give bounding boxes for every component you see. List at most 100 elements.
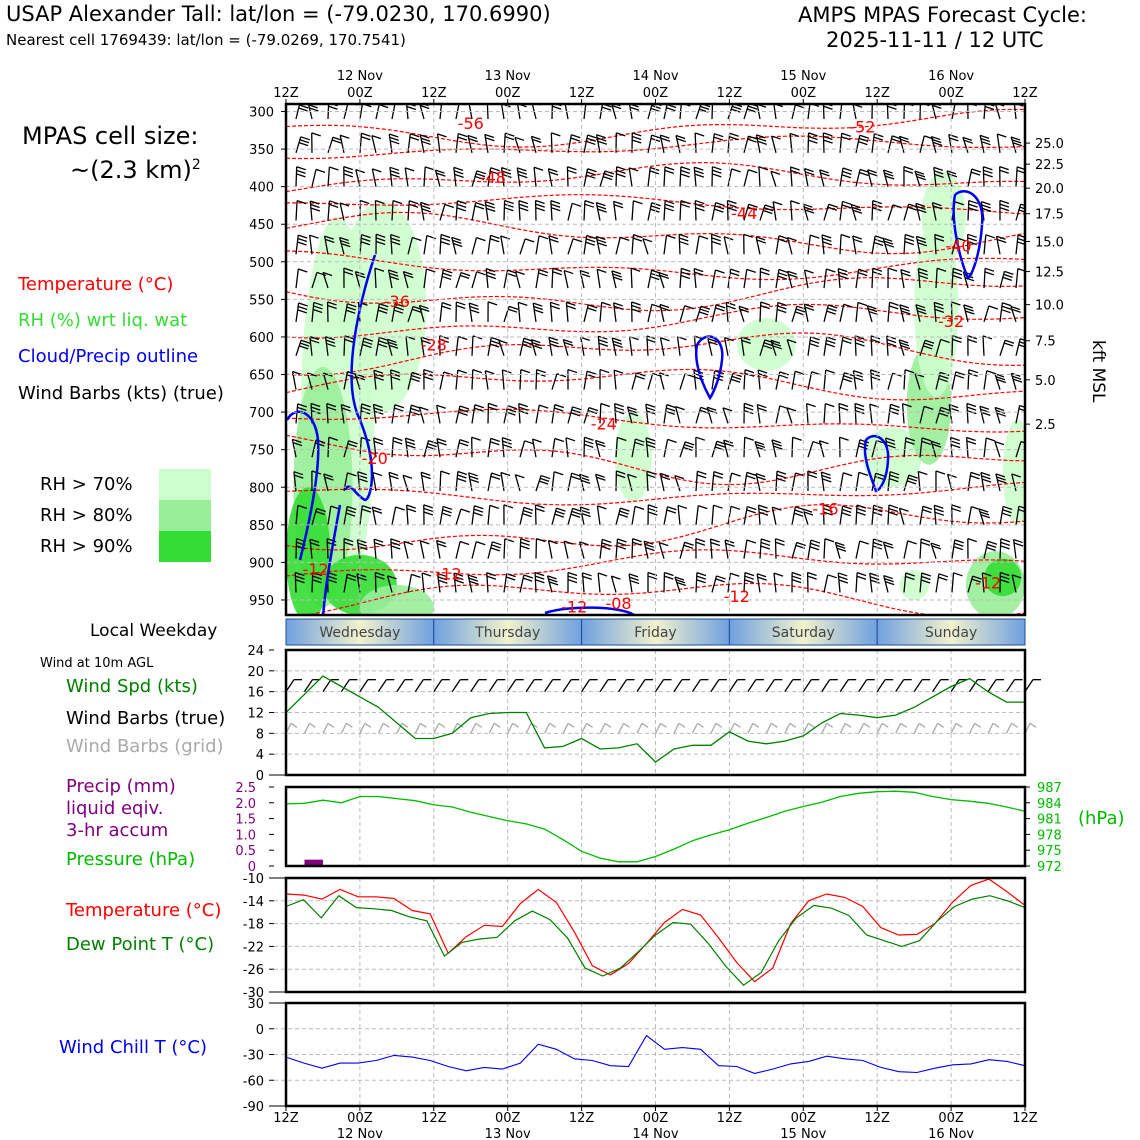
temperature-contour-label: -36 [384,292,410,311]
wind-barb-flag [580,336,590,342]
wind-barb-flag [490,441,500,446]
wind-barb-flag [995,376,1006,381]
wind-barb-flag [600,402,611,408]
wind-10m-label: Wind at 10m AGL [40,656,154,671]
wind-barb-flag [778,374,789,379]
wind-barb-flag [986,99,995,102]
kft-tick-label: 2.5 [1035,418,1056,433]
wind-barb-flag [550,301,560,306]
bottom-time-tick-label: 00Z [347,1111,373,1126]
wind-barb-flag [360,241,371,246]
wind-barb [326,301,337,322]
wind-barb-flag [520,545,530,550]
wind-barb-flag [651,303,662,308]
wind-barb-flag [971,578,982,583]
wind-barb-flag [533,305,543,311]
wind-barb-flag [934,308,945,314]
wind-barb-staff [695,235,700,255]
wind-barb [839,336,853,356]
wind-barb-flag [822,241,832,246]
wind-barb-staff [487,505,491,525]
wind-barb-flag [859,439,870,444]
wind-barb-flag [361,136,371,141]
wind-barb-flag [474,505,484,510]
wind-barb-staff [599,302,603,322]
wind-barb-flag [903,166,914,171]
wind-barb-flag [838,402,849,408]
wind-barb-flag [347,443,357,448]
wind-barb [898,339,911,356]
wind-barb [759,301,770,322]
top-time-tick-label: 12Z [717,86,743,101]
temperature-contour [301,582,1025,615]
wind-barb-flag [507,269,517,274]
wind-barb [933,301,945,322]
wind-barb-flag [947,473,957,478]
wind-barb-flag [345,512,356,517]
wind-barb-staff [855,439,861,458]
wind-barb [855,301,868,322]
wind-barb-flag [442,505,453,511]
wind-barb-staff [501,369,505,390]
wind-barb-flag [842,100,851,103]
wind-barb [614,403,625,424]
wind-barb [855,540,869,559]
wind-barb-flag [491,544,501,549]
wind-barb-staff [519,538,522,559]
wind-barb-flag [502,369,512,374]
wind-barb-flag [616,474,626,479]
wind-barb-flag [771,135,781,140]
wind-barb [663,200,675,221]
wind-barb-flag [966,406,977,411]
wind-barb [755,134,767,153]
wind-barb-flag [647,575,658,580]
wind-barb-flag [328,203,339,208]
wind-barb-flag [372,168,382,173]
wind-barb-flag [596,239,607,244]
wind-barb-flag [532,344,543,350]
wind-barb-staff [599,403,602,424]
wind-barb [983,437,996,458]
wind-barb-true [691,679,701,693]
top-time-tick-label: 00Z [643,86,669,101]
wind-barb-flag [804,171,815,176]
wind-barb-flag [361,237,371,242]
wind-barb-staff [1012,539,1017,559]
wind-barb [903,166,914,187]
wind-barb [567,238,583,255]
wind-barb [837,572,849,593]
wind-barb-flag [598,342,609,347]
wind-barb-flag [347,303,357,308]
wind-barb-staff [471,271,478,289]
wind-barb-flag [363,337,374,342]
wind-barb-flag [532,138,542,143]
wind-barb-flag [486,572,496,577]
wind-barb-flag [501,170,512,175]
wind-barb-true [451,679,461,693]
wind-barb-flag [907,206,918,211]
wind-barb [551,437,565,458]
wind-barb-staff [901,403,905,424]
wind-barb-flag [498,339,509,345]
wind-barb-flag [411,573,421,579]
wind-barb-flag [548,581,559,586]
wind-barb-staff [487,167,492,187]
wind-barb-true [599,679,609,693]
wind-barb-staff [676,336,681,356]
wind-barb-flag [997,479,1007,484]
wind-barb [647,504,658,525]
wind-barb-flag [373,437,383,442]
kft-tick-label: 20.0 [1035,182,1064,197]
wind-barb-flag [964,307,974,312]
wind-barb-flag [934,305,944,310]
wind-barb-flag [329,99,338,102]
wind-barb [436,438,447,458]
wind-barb-flag [390,237,401,242]
temperature-contour [286,277,1025,312]
wind-barb-flag [838,267,848,273]
wind-barb-flag [441,512,452,517]
pressure-tick-label: 987 [1037,781,1062,796]
wind-barb-flag [884,175,895,180]
windchill-label: Wind Chill T (°C) [59,1037,207,1058]
wind-barb [791,436,802,458]
